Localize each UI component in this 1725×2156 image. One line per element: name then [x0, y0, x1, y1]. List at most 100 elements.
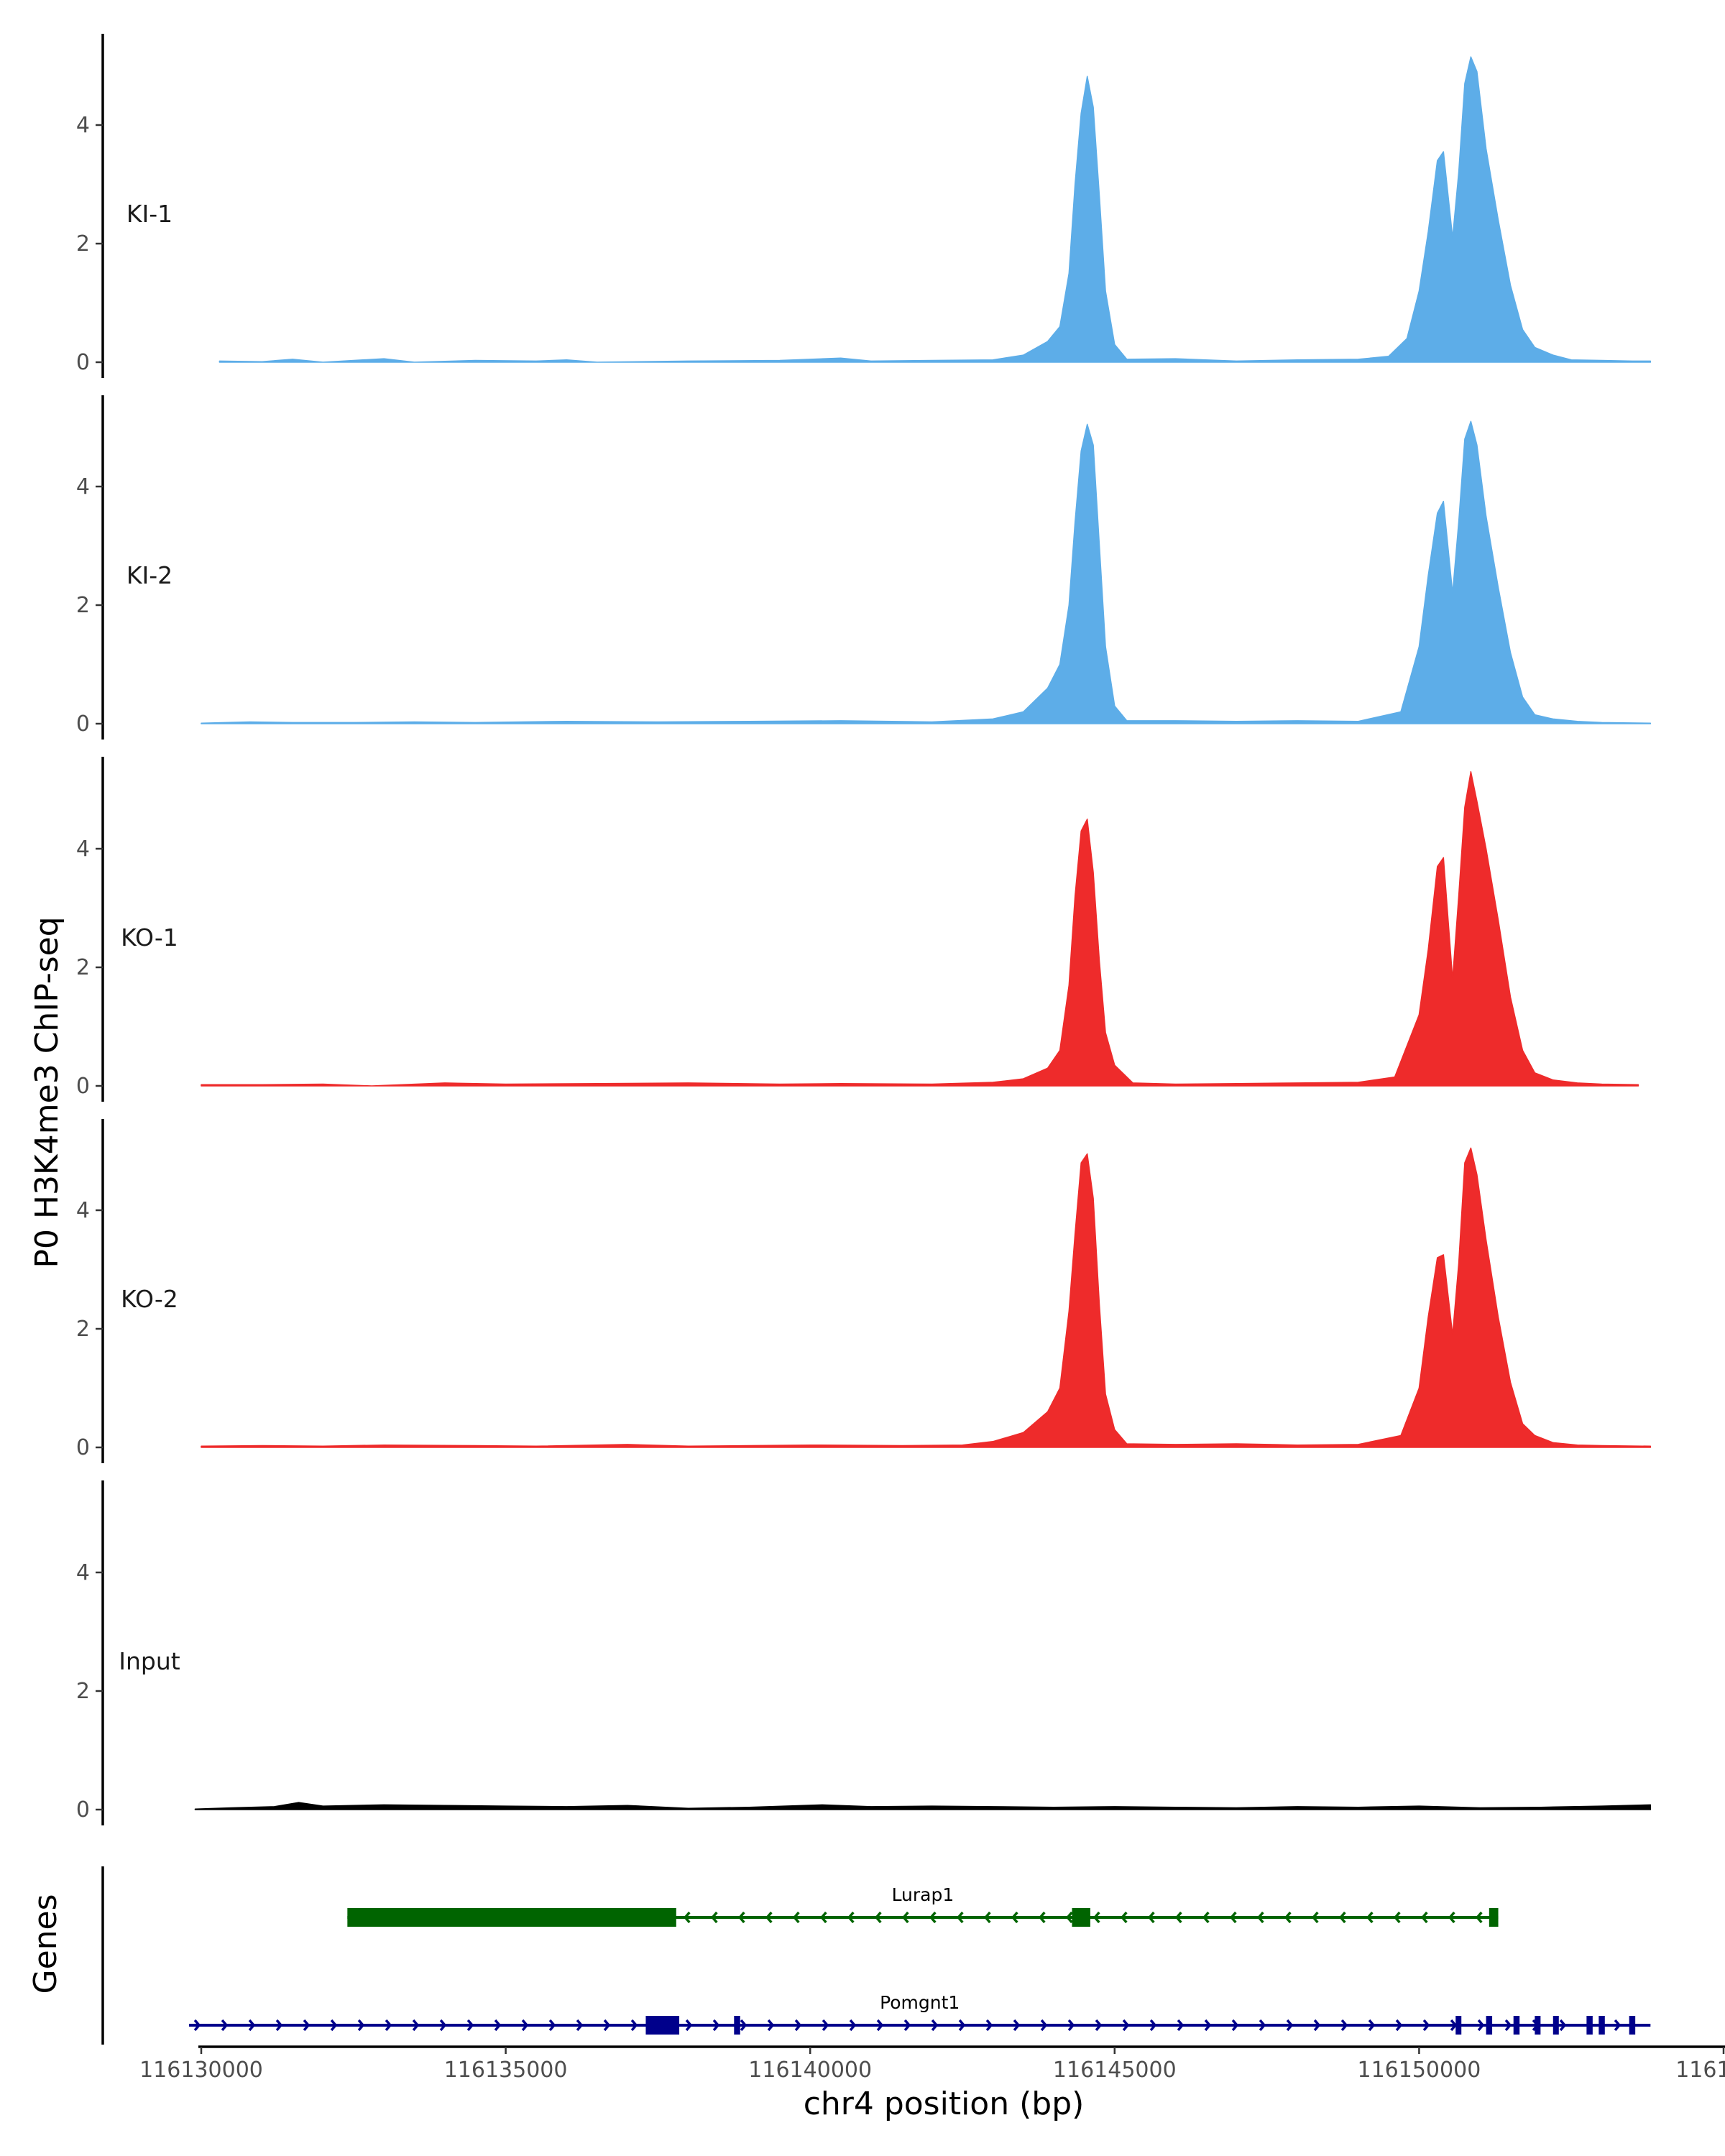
strand-arrow: [1421, 1911, 1428, 1924]
gene-exon: [734, 2016, 740, 2035]
strand-arrow: [822, 2019, 829, 2032]
gene-exon: [1455, 2016, 1462, 2035]
strand-arrow: [847, 1911, 855, 1924]
track-ko-2: 0 2 4 KO-2: [76, 1119, 1652, 1463]
strand-arrow: [1450, 2019, 1458, 2032]
track-input: 0 2 4 Input: [76, 1480, 1652, 1825]
strand-arrow: [875, 1911, 882, 1924]
y-tick-label: 0: [76, 1435, 90, 1460]
strand-arrow: [1504, 2019, 1512, 2032]
strand-arrow: [548, 2019, 556, 2032]
gene-exon: [1598, 2016, 1605, 2035]
strand-arrow: [793, 1911, 800, 1924]
y-tick-label: 4: [76, 837, 90, 862]
y-tick-label: 0: [76, 350, 90, 375]
x-tick-label: 116135000: [444, 2058, 568, 2083]
strand-arrow: [903, 2019, 911, 2032]
coverage-area-ki-2: [201, 420, 1652, 724]
track-label: Input: [119, 1647, 180, 1675]
strand-arrow: [1559, 2019, 1567, 2032]
x-tick-label: 116140000: [748, 2058, 872, 2083]
strand-arrow: [1614, 2019, 1622, 2032]
strand-arrow: [902, 1911, 909, 1924]
y-tick-label: 2: [76, 231, 90, 257]
strand-arrow: [1095, 2019, 1103, 2032]
strand-arrow: [1394, 1911, 1401, 1924]
track-label: KI-1: [126, 200, 172, 228]
x-tick-label: 1161550: [1675, 2058, 1725, 2083]
strand-arrow: [767, 2019, 775, 2032]
strand-arrow: [439, 2019, 447, 2032]
strand-arrow: [684, 1911, 691, 1924]
gene-exon: [1552, 2016, 1559, 2035]
strand-arrow: [1366, 1911, 1374, 1924]
strand-arrow: [1422, 2019, 1430, 2032]
gene-exon: [1072, 1908, 1090, 1927]
strand-arrow: [1477, 2019, 1485, 2032]
strand-arrow: [711, 1911, 718, 1924]
strand-arrow: [958, 2019, 966, 2032]
y-tick-label: 4: [76, 474, 90, 499]
strand-arrow: [1040, 2019, 1048, 2032]
x-axis-title: chr4 position (bp): [804, 2086, 1085, 2122]
x-tick-label: 116145000: [1053, 2058, 1177, 2083]
y-tick-label: 2: [76, 1679, 90, 1704]
strand-arrow: [1312, 1911, 1319, 1924]
y-tick-label: 4: [76, 1198, 90, 1223]
strand-arrow: [330, 2019, 338, 2032]
gene-exon: [1489, 1908, 1499, 1927]
strand-arrow: [1175, 1911, 1182, 1924]
strand-arrow: [1257, 1911, 1264, 1924]
strand-arrow: [985, 2019, 993, 2032]
genes-track: Lurap1 Pomgnt1: [101, 1866, 1651, 2045]
y-tick-label: 2: [76, 1317, 90, 1342]
track-ki-2: 0 2 4 KI-2: [76, 395, 1652, 740]
strand-arrow: [849, 2019, 857, 2032]
strand-arrow: [1202, 1911, 1210, 1924]
strand-arrow: [357, 2019, 365, 2032]
y-tick-label: 0: [76, 1797, 90, 1823]
strand-arrow: [740, 2019, 748, 2032]
strand-arrow: [1067, 2019, 1075, 2032]
strand-arrow: [685, 2019, 693, 2032]
gene-pomgnt1: Pomgnt1: [189, 1992, 1651, 2035]
track-ki-1: 0 2 4 KI-1: [76, 34, 1652, 378]
strand-arrow: [1395, 2019, 1403, 2032]
strand-arrow: [794, 2019, 802, 2032]
strand-arrow: [957, 1911, 964, 1924]
strand-arrow: [1039, 1911, 1046, 1924]
track-label: KO-1: [121, 923, 178, 952]
strand-arrow: [712, 2019, 720, 2032]
strand-arrow: [630, 2019, 638, 2032]
coverage-area-ko-1: [201, 771, 1639, 1087]
strand-arrow: [1177, 2019, 1184, 2032]
strand-arrow: [303, 2019, 310, 2032]
strand-arrow: [1093, 1911, 1100, 1924]
strand-arrow: [1121, 1911, 1128, 1924]
y-tick-label: 0: [76, 1074, 90, 1099]
strand-arrow: [738, 1911, 745, 1924]
strand-arrow: [931, 2019, 939, 2032]
gene-exon: [1486, 2016, 1493, 2035]
y-tick-label: 2: [76, 593, 90, 618]
strand-arrow: [494, 2019, 502, 2032]
gene-exon: [1535, 2016, 1541, 2035]
gene-exon: [645, 2016, 680, 2035]
gene-exon: [1513, 2016, 1520, 2035]
strand-arrow: [1066, 1911, 1073, 1924]
strand-arrow: [1313, 2019, 1321, 2032]
y-tick-label: 4: [76, 113, 90, 138]
strand-arrow: [221, 2019, 229, 2032]
coverage-area-input: [194, 1802, 1652, 1810]
coverage-area-ko-2: [201, 1147, 1652, 1448]
y-tick-label: 2: [76, 955, 90, 980]
coverage-tracks: 0 2 4 KI-1 0 2 4 KI-2 0 2 4 KO-1 0 2 4 KO-2 0 2 4 Input: [76, 34, 1652, 1825]
strand-arrow: [1259, 2019, 1266, 2032]
strand-arrow: [275, 2019, 283, 2032]
x-tick-label: 116150000: [1358, 2058, 1481, 2083]
strand-arrow: [1122, 2019, 1130, 2032]
coverage-area-ki-1: [218, 56, 1652, 363]
strand-arrow: [1231, 2019, 1239, 2032]
strand-arrow: [412, 2019, 420, 2032]
